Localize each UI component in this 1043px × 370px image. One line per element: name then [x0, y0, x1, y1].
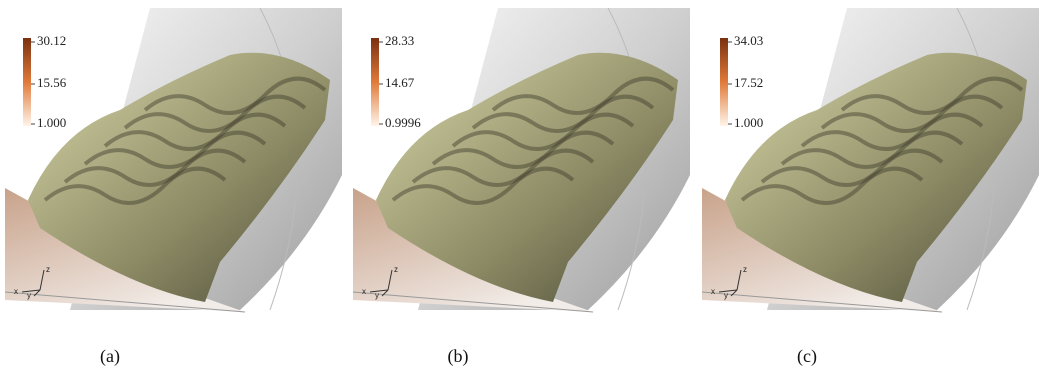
axis-label: z [46, 265, 50, 274]
colorbar-label: 34.03 [734, 33, 763, 48]
colorbar [371, 38, 379, 126]
colorbar-label: 1.000 [37, 115, 66, 130]
colorbar-label: 30.12 [37, 33, 66, 48]
colorbar-label: 28.33 [385, 33, 414, 48]
colorbar-label: 14.67 [385, 75, 415, 90]
caption: (c) [797, 346, 817, 367]
axis-label: z [743, 265, 747, 274]
colorbar-label: 0.9996 [385, 115, 421, 130]
axis-label: x [362, 287, 366, 296]
colorbar-label: 1.000 [734, 115, 763, 130]
colorbar-label: 15.56 [37, 75, 67, 90]
colorbar [23, 38, 31, 126]
colorbar [720, 38, 728, 126]
caption: (b) [448, 346, 469, 367]
axis-label: x [14, 287, 18, 296]
axis-label: y [27, 291, 31, 300]
axis-label: y [724, 291, 728, 300]
axis-label: y [375, 291, 379, 300]
figure: 30.1215.561.000xyz(a)28.3314.670.9996xyz… [0, 0, 1043, 370]
caption: (a) [100, 346, 120, 367]
axis-label: z [394, 265, 398, 274]
axis-label: x [711, 287, 715, 296]
colorbar-label: 17.52 [734, 75, 763, 90]
